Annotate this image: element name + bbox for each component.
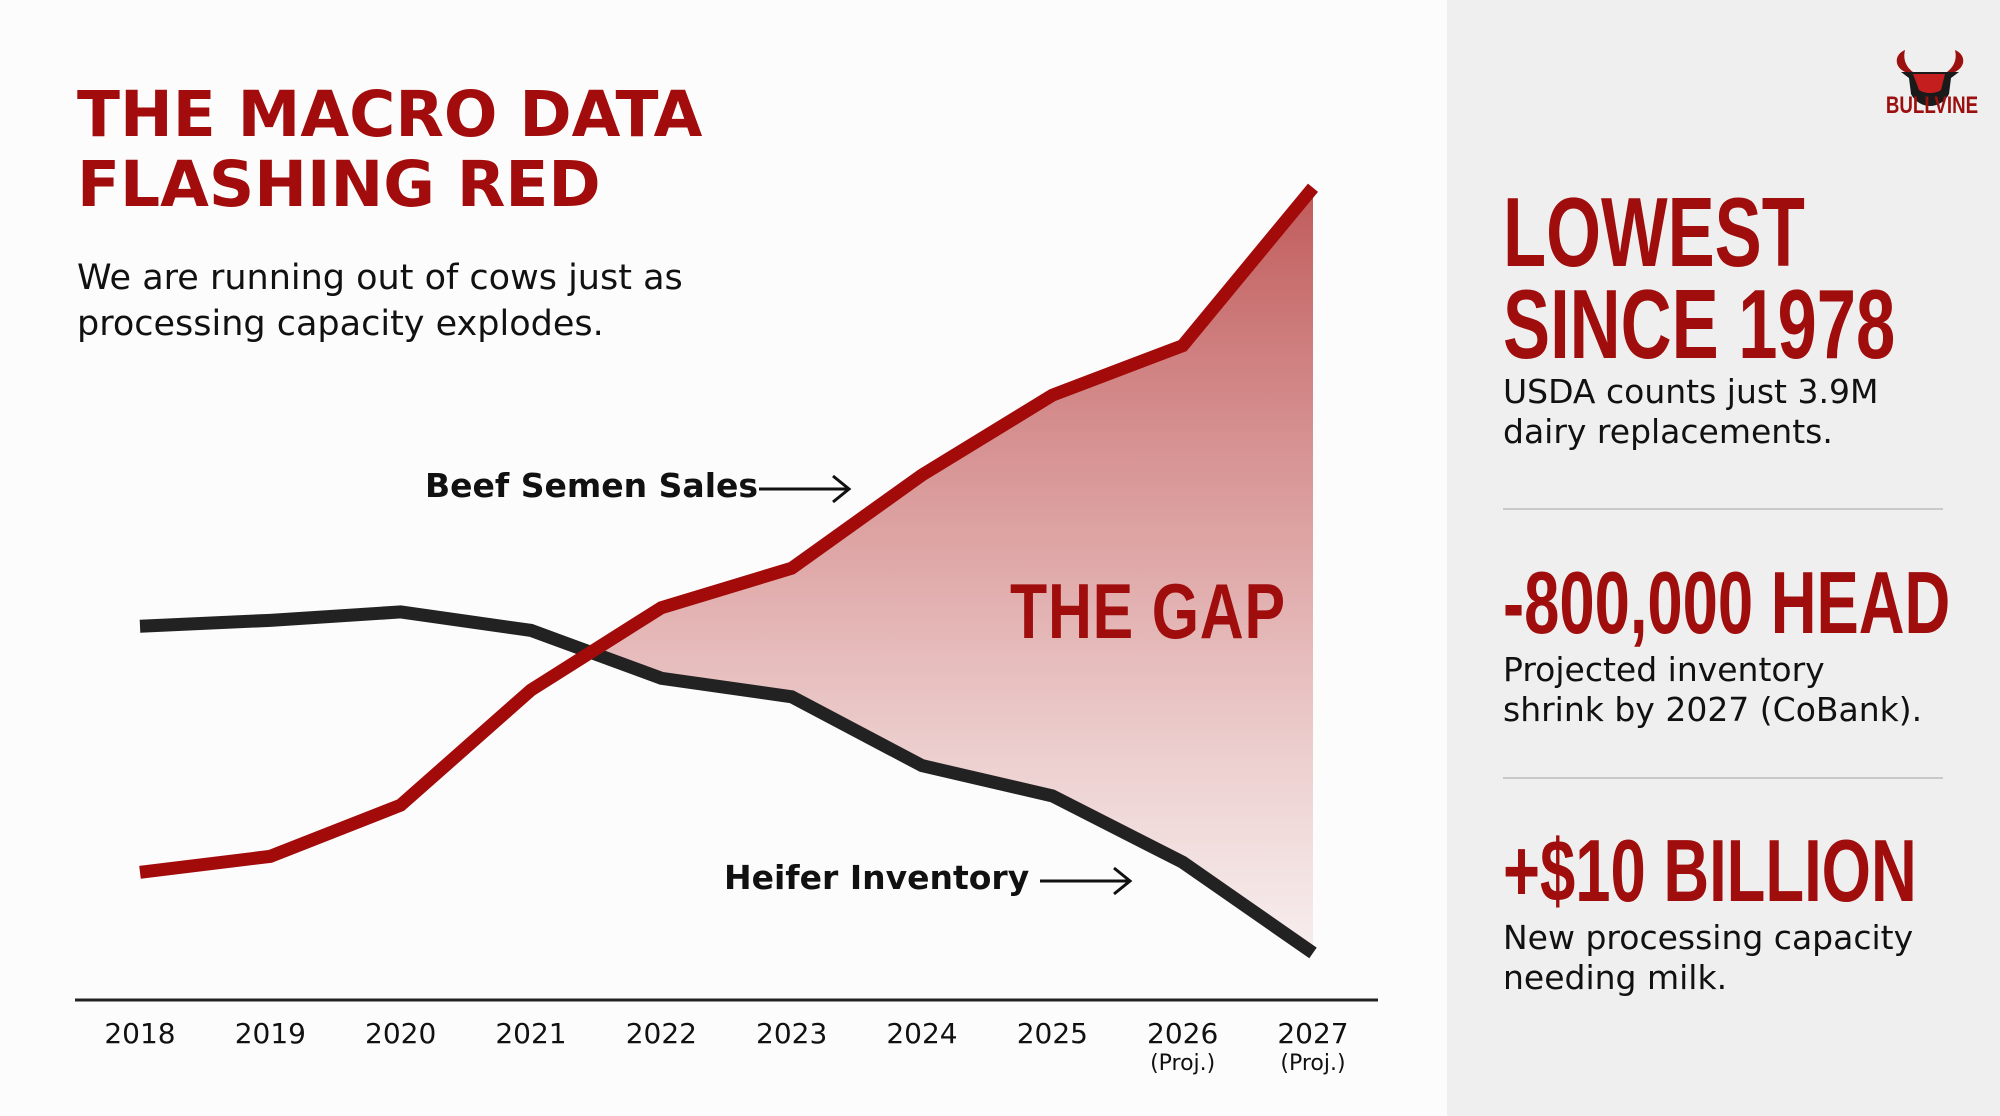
x-tick-year: 2025: [1016, 1017, 1088, 1050]
x-tick-label: 2023: [732, 1018, 852, 1050]
gap-area: [590, 187, 1313, 953]
stat-desc-line: needing milk.: [1503, 958, 1728, 997]
x-tick-label: 2027 (Proj.): [1253, 1018, 1373, 1078]
arrow-right-icon: [1040, 866, 1133, 896]
stat-desc-line: shrink by 2027 (CoBank).: [1503, 690, 1923, 729]
divider: [1503, 777, 1943, 779]
stat-desc-line: dairy replacements.: [1503, 412, 1833, 451]
page-subtitle: We are running out of cows just as proce…: [77, 255, 683, 347]
bull-head-icon: [1896, 50, 1964, 106]
x-tick-label: 2021: [471, 1018, 591, 1050]
beef-semen-sales-label: Beef Semen Sales: [425, 466, 759, 505]
stat-desc-line: USDA counts just 3.9M: [1503, 372, 1879, 411]
arrow-right-icon: [759, 474, 852, 504]
stat-value: +$10 BILLION: [1503, 821, 1917, 920]
title-line-2: FLASHING RED: [77, 148, 601, 221]
stat-description: USDA counts just 3.9M dairy replacements…: [1503, 372, 1973, 452]
x-tick-year: 2018: [104, 1017, 176, 1050]
heifer-inventory-label: Heifer Inventory: [724, 858, 1030, 897]
stat-800000-head: -800,000 HEAD Projected inventory shrink…: [1503, 558, 1973, 730]
subtitle-line-2: processing capacity explodes.: [77, 304, 604, 344]
stat-description: New processing capacity needing milk.: [1503, 918, 1973, 998]
x-tick-label: 2024: [862, 1018, 982, 1050]
x-tick-year: 2027: [1277, 1017, 1349, 1050]
stat-value-line-2: SINCE 1978: [1503, 269, 1896, 379]
stat-desc-line: New processing capacity: [1503, 918, 1914, 957]
subtitle-line-1: We are running out of cows just as: [77, 258, 683, 298]
stat-value: -800,000 HEAD: [1503, 553, 1951, 652]
stat-value: LOWEST: [1503, 177, 1805, 287]
beef-semen-sales-line: [139, 183, 1319, 879]
stat-description: Projected inventory shrink by 2027 (CoBa…: [1503, 650, 1973, 730]
x-tick-sublabel: (Proj.): [1280, 1051, 1346, 1076]
x-tick-label: 2020: [341, 1018, 461, 1050]
stat-10-billion: +$10 BILLION New processing capacity nee…: [1503, 826, 1973, 998]
x-tick-year: 2021: [495, 1017, 567, 1050]
x-tick-year: 2022: [625, 1017, 697, 1050]
x-tick-year: 2026: [1147, 1017, 1219, 1050]
title-line-1: THE MACRO DATA: [77, 78, 703, 151]
x-tick-label: 2019: [210, 1018, 330, 1050]
heifer-inventory-line: [139, 605, 1317, 959]
x-tick-year: 2024: [886, 1017, 958, 1050]
page-title: THE MACRO DATA FLASHING RED: [77, 80, 702, 220]
x-tick-year: 2023: [756, 1017, 828, 1050]
divider: [1503, 508, 1943, 510]
brand-logo: BULLVINE: [1885, 92, 1979, 119]
gap-annotation: THE GAP: [1010, 567, 1286, 655]
x-tick-label: 2022: [601, 1018, 721, 1050]
line-chart: [75, 183, 1378, 1002]
x-tick-year: 2020: [365, 1017, 437, 1050]
x-tick-label: 2018: [80, 1018, 200, 1050]
x-tick-label: 2025: [992, 1018, 1112, 1050]
x-tick-year: 2019: [234, 1017, 306, 1050]
stat-desc-line: Projected inventory: [1503, 650, 1825, 689]
stat-lowest-since-1978: LOWEST SINCE 1978 USDA counts just 3.9M …: [1503, 177, 1973, 452]
stats-panel: [1447, 0, 2000, 1116]
x-tick-label: 2026 (Proj.): [1123, 1018, 1243, 1078]
x-tick-sublabel: (Proj.): [1150, 1051, 1216, 1076]
